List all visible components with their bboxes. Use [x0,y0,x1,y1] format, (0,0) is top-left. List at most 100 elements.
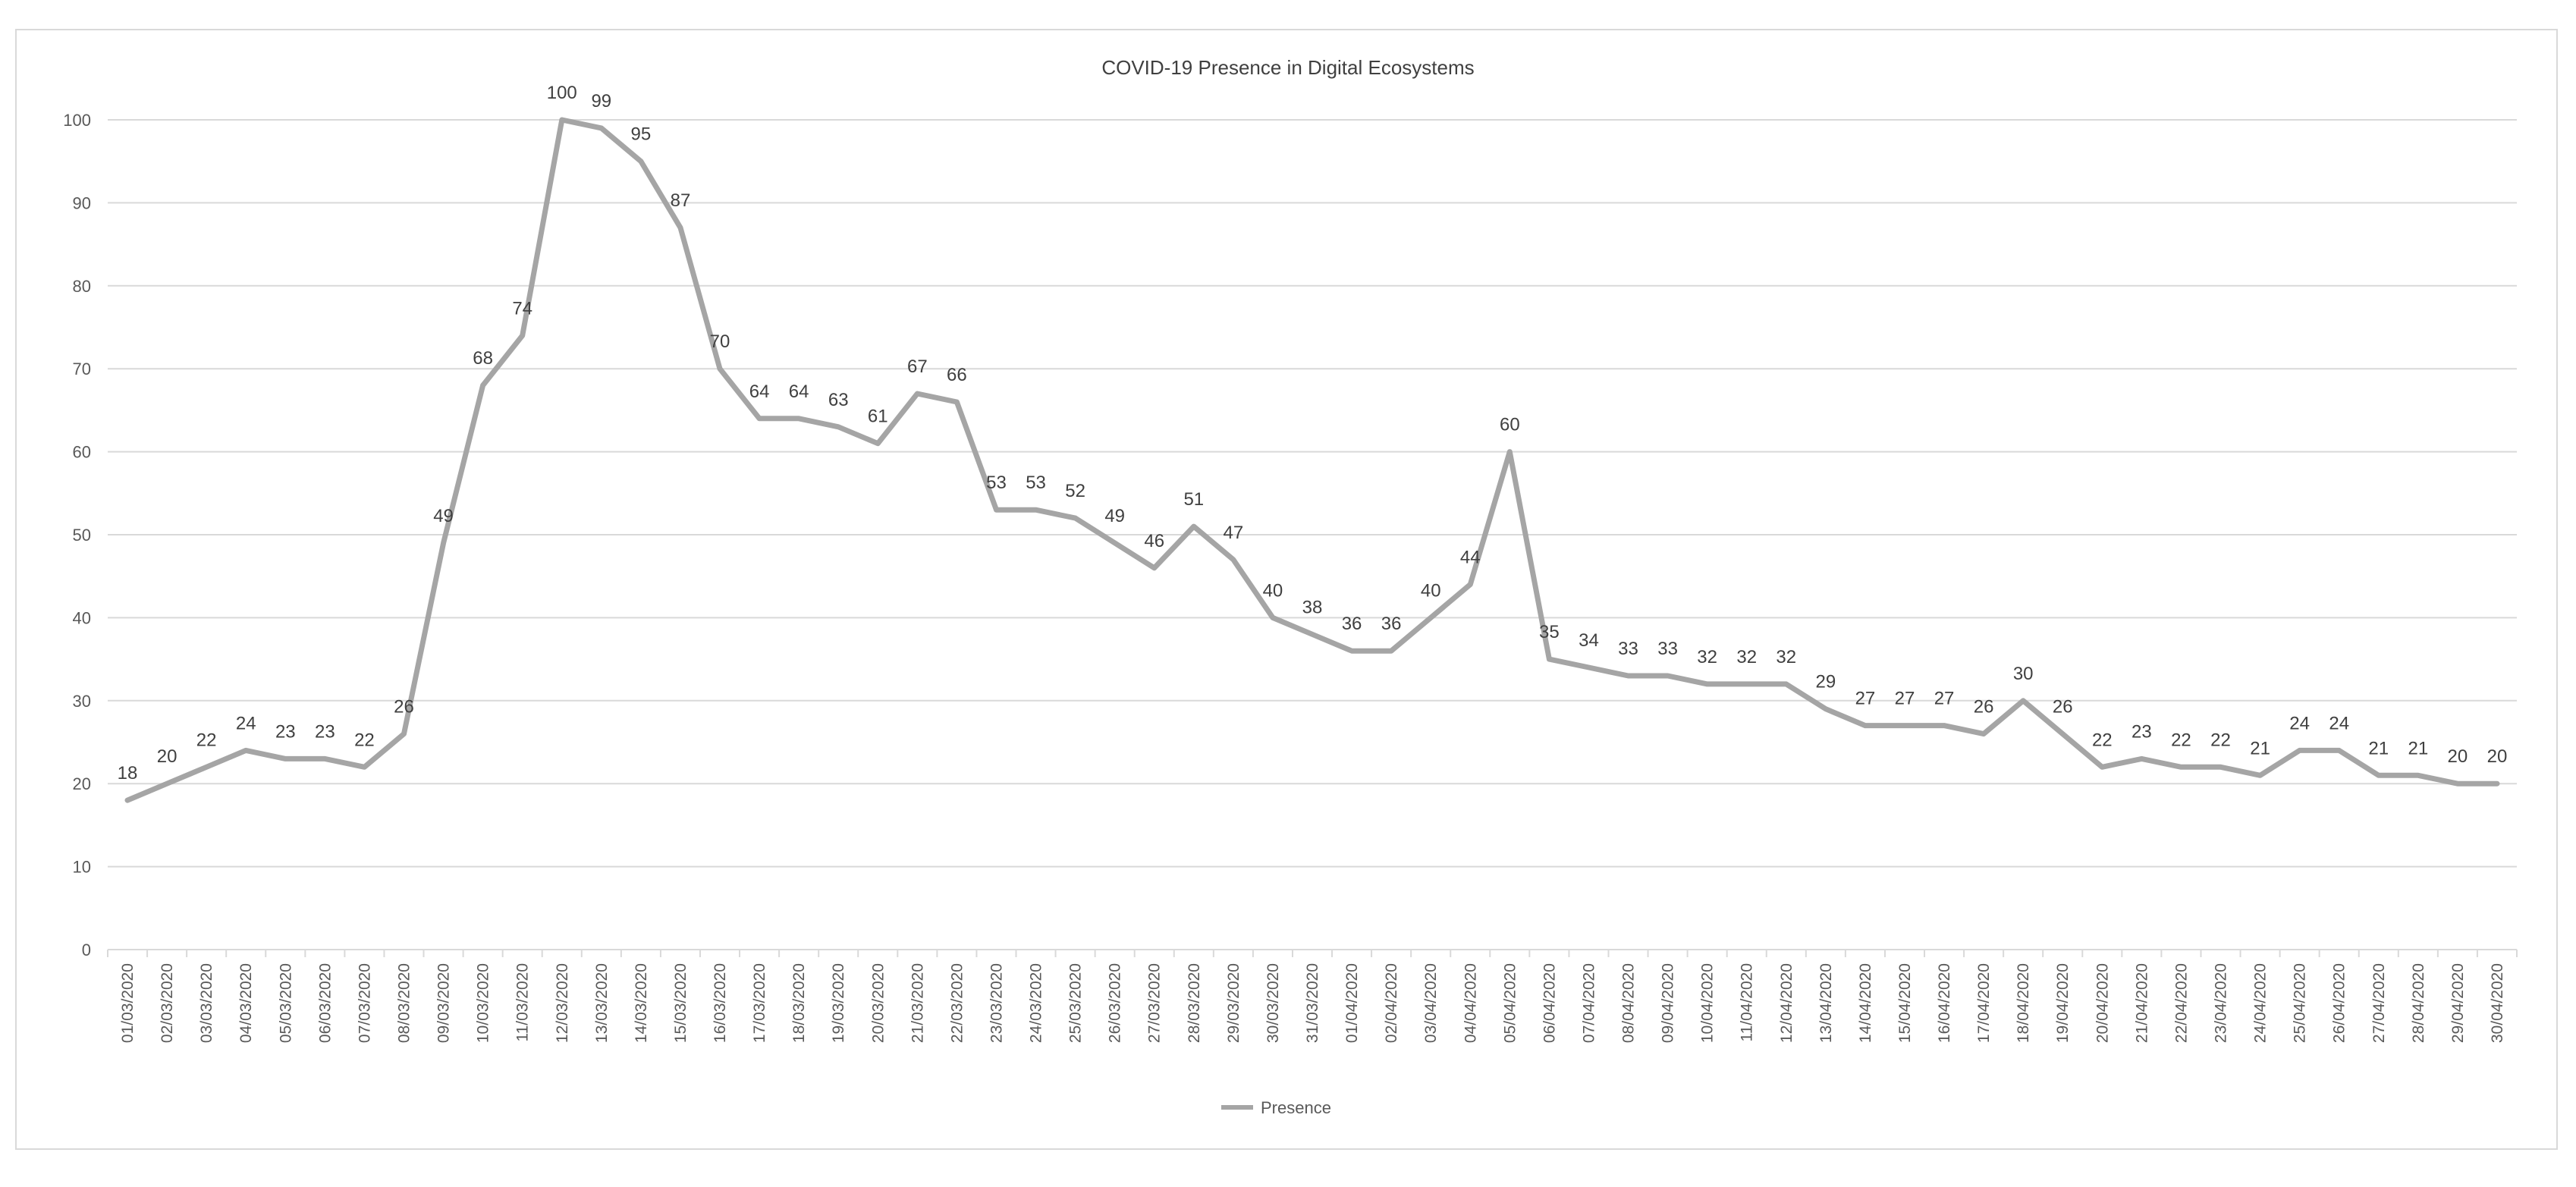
data-label: 21 [2408,738,2428,758]
x-tick-label: 05/04/2020 [1501,963,1519,1043]
x-tick-label: 18/04/2020 [2015,963,2032,1043]
x-tick-label: 16/03/2020 [712,963,729,1043]
data-label: 64 [789,382,809,402]
data-label: 36 [1342,614,1362,634]
data-label: 22 [196,730,217,750]
x-tick-label: 29/04/2020 [2449,963,2467,1043]
x-tick-label: 04/03/2020 [237,963,255,1043]
x-tick-label: 07/03/2020 [356,963,373,1043]
x-tick-label: 11/04/2020 [1739,963,1756,1042]
data-label: 67 [907,356,928,377]
data-label: 32 [1776,647,1796,667]
data-label: 22 [2210,730,2231,750]
data-label: 33 [1618,639,1638,659]
data-label: 40 [1421,580,1441,601]
data-label: 34 [1579,630,1599,651]
y-tick-label: 20 [73,774,91,793]
x-tick-label: 01/04/2020 [1343,963,1361,1043]
data-label: 68 [473,348,493,369]
x-tick-label: 09/03/2020 [435,963,453,1043]
x-axis [107,949,2518,957]
series-line-presence [124,117,2500,803]
data-label: 74 [512,298,532,319]
data-label: 99 [591,91,611,111]
data-label: 20 [2448,746,2468,767]
data-label: 52 [1065,481,1085,501]
x-tick-label: 13/03/2020 [593,963,611,1043]
data-label: 32 [1697,647,1717,667]
data-label: 27 [1934,689,1955,709]
data-label: 46 [1144,531,1164,551]
x-tick-label: 20/04/2020 [2094,963,2111,1043]
data-label: 27 [1855,689,1876,709]
data-label: 23 [275,721,296,742]
data-label: 26 [1974,697,1994,718]
y-tick-label: 50 [73,526,91,545]
data-label: 26 [2053,697,2073,718]
x-tick-label: 18/03/2020 [790,963,808,1043]
x-tick-label: 16/04/2020 [1936,963,1953,1043]
data-label: 60 [1500,415,1520,435]
y-tick-label: 10 [73,858,91,877]
x-tick-label: 11/03/2020 [514,963,532,1042]
data-label: 61 [868,407,888,427]
chart-frame: COVID-19 Presence in Digital Ecosystems … [15,29,2558,1150]
x-tick-label: 19/04/2020 [2054,963,2072,1043]
data-labels: 18 20 22 24 23 23 22 26 49 68 74 100 99 95 87 70 64 64 63 6… [118,83,2508,783]
legend: Presence [1221,1098,1331,1117]
x-tick-label: 27/03/2020 [1146,963,1164,1043]
x-tick-label: 26/03/2020 [1107,963,1124,1043]
legend-label-presence: Presence [1261,1098,1331,1117]
x-tick-label: 12/03/2020 [554,963,571,1043]
y-tick-label: 100 [63,111,91,130]
x-tick-label: 03/04/2020 [1422,963,1440,1043]
x-tick-label: 09/04/2020 [1660,963,1677,1043]
data-label: 24 [2289,713,2310,733]
x-tick-label: 10/04/2020 [1699,963,1717,1043]
x-tick-label: 06/04/2020 [1541,963,1558,1043]
data-label: 33 [1657,639,1678,659]
data-label: 63 [828,390,849,410]
y-tick-label: 30 [73,692,91,711]
x-tick-label: 30/03/2020 [1264,963,1282,1043]
x-tick-label: 21/03/2020 [909,963,926,1043]
data-label: 20 [2487,746,2508,767]
data-label: 26 [394,697,414,718]
data-label: 53 [986,473,1007,493]
x-axis-ticks: 01/03/2020 02/03/2020 03/03/2020 04/03/2020… [119,963,2506,1043]
x-tick-label: 01/03/2020 [119,963,137,1043]
x-tick-label: 02/04/2020 [1383,963,1400,1043]
x-tick-label: 17/03/2020 [751,963,768,1043]
x-tick-label: 15/04/2020 [1896,963,1914,1043]
x-tick-label: 08/03/2020 [395,963,413,1043]
x-tick-label: 27/04/2020 [2370,963,2388,1043]
data-label: 95 [631,124,652,145]
x-tick-label: 02/03/2020 [159,963,176,1043]
x-tick-label: 28/03/2020 [1186,963,1203,1043]
y-tick-label: 0 [82,940,91,959]
data-label: 30 [2013,664,2034,684]
x-tick-label: 19/03/2020 [830,963,847,1043]
x-tick-label: 06/03/2020 [316,963,334,1043]
data-label: 47 [1224,523,1244,543]
data-label: 36 [1381,614,1402,634]
chart-title: COVID-19 Presence in Digital Ecosystems [1101,56,1474,79]
data-label: 23 [2131,721,2152,742]
data-label: 70 [710,331,730,352]
y-tick-label: 60 [73,443,91,462]
x-tick-label: 13/04/2020 [1817,963,1835,1043]
x-tick-label: 05/03/2020 [277,963,294,1043]
x-tick-label: 28/04/2020 [2410,963,2427,1043]
x-tick-label: 21/04/2020 [2133,963,2150,1043]
data-label: 38 [1302,597,1323,617]
data-label: 23 [315,721,335,742]
y-tick-label: 80 [73,277,91,296]
x-tick-label: 10/03/2020 [475,963,492,1043]
data-label: 21 [2368,738,2389,758]
data-label: 35 [1539,622,1560,642]
x-tick-label: 22/03/2020 [948,963,966,1043]
line-chart: COVID-19 Presence in Digital Ecosystems … [63,56,2518,1117]
x-tick-label: 07/04/2020 [1580,963,1597,1043]
x-tick-label: 23/04/2020 [2213,963,2230,1043]
data-label: 22 [2171,730,2191,750]
